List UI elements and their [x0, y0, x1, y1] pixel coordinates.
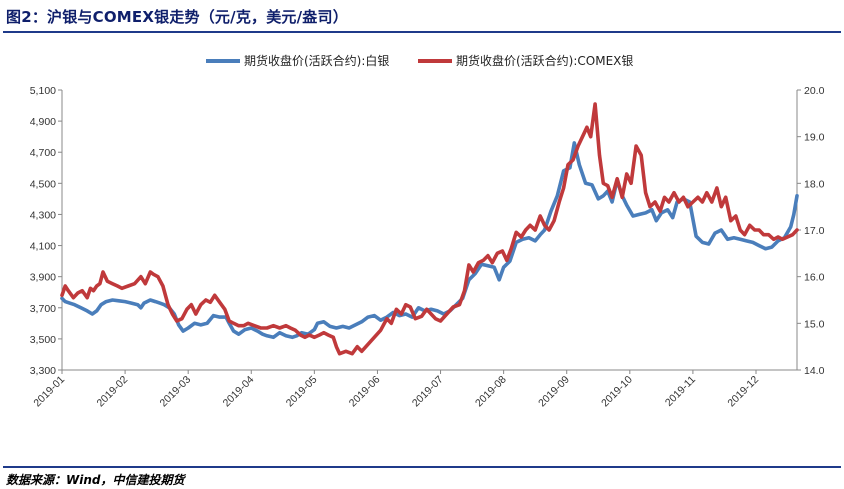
left-tick-label: 5,100 [30, 85, 56, 97]
right-tick-label: 19.0 [804, 132, 825, 144]
x-tick-label: 2019-10 [599, 374, 635, 410]
x-tick-label: 2019-11 [663, 374, 698, 409]
x-tick-label: 2019-09 [536, 374, 572, 410]
figure-header: 图2：沪银与COMEX银走势（元/克，美元/盎司） [0, 0, 844, 34]
series-line-1 [60, 141, 799, 340]
figure-source: 数据来源：Wind，中信建投期货 [6, 473, 185, 487]
left-tick-label: 4,100 [30, 241, 56, 253]
series-line-2 [60, 102, 799, 356]
figure-title: 图2：沪银与COMEX银走势（元/克，美元/盎司） [6, 8, 348, 26]
legend-label-2: 期货收盘价(活跃合约):COMEX银 [456, 53, 633, 68]
x-tick-label: 2019-01 [31, 374, 67, 410]
x-tick-label: 2019-02 [94, 374, 130, 410]
x-tick-label: 2019-07 [410, 374, 446, 410]
bottom-rule [3, 466, 841, 468]
x-tick-label: 2019-05 [284, 374, 320, 410]
right-tick-label: 14.0 [804, 365, 825, 377]
x-tick-label: 2019-03 [158, 374, 194, 410]
left-tick-label: 3,900 [30, 272, 56, 284]
right-tick-label: 16.0 [804, 272, 825, 284]
x-tick-label: 2019-04 [221, 374, 257, 410]
left-tick-label: 3,300 [30, 365, 56, 377]
top-rule [3, 31, 841, 33]
right-tick-label: 15.0 [804, 318, 825, 330]
x-tick-label: 2019-12 [725, 374, 761, 410]
left-tick-label: 4,500 [30, 178, 56, 190]
right-tick-label: 20.0 [804, 85, 825, 97]
left-tick-label: 4,300 [30, 209, 56, 221]
left-tick-label: 3,700 [30, 303, 56, 315]
x-tick-label: 2019-06 [347, 374, 383, 410]
x-tick-label: 2019-08 [473, 374, 509, 410]
left-tick-label: 4,700 [30, 147, 56, 159]
right-tick-label: 18.0 [804, 178, 825, 190]
left-tick-label: 4,900 [30, 116, 56, 128]
left-tick-label: 3,500 [30, 334, 56, 346]
right-tick-label: 17.0 [804, 225, 825, 237]
legend-label-1: 期货收盘价(活跃合约):白银 [244, 53, 389, 68]
